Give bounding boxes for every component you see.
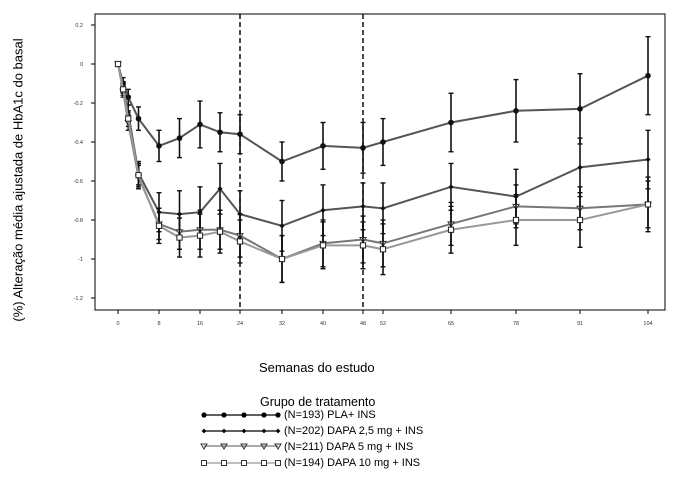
x-tick-label: 52 [380, 321, 386, 327]
data-point [359, 242, 367, 249]
legend-entry: (N=211) DAPA 5 mg + INS [200, 440, 540, 454]
y-tick-label: -0.2 [74, 101, 83, 107]
legend-swatch-circle [201, 412, 281, 418]
data-point [380, 139, 386, 145]
data-point [114, 60, 122, 68]
data-point [644, 201, 652, 208]
legend-entry: (N=202) DAPA 2,5 mg + INS [200, 424, 540, 438]
data-point [380, 205, 386, 211]
data-point [156, 143, 162, 149]
legend-label: (N=194) DAPA 10 mg + INS [284, 457, 421, 469]
data-point [236, 238, 244, 245]
y-tick-label: -0.8 [74, 218, 83, 224]
y-tick-label: 0 [80, 62, 83, 68]
data-point [512, 216, 520, 224]
x-tick-label: 8 [157, 321, 160, 327]
y-tick-label: -0.4 [74, 140, 83, 146]
data-point [645, 72, 651, 79]
data-point [577, 106, 583, 112]
x-tick-label: 16 [197, 321, 203, 327]
legend-swatch-square [201, 460, 281, 466]
legend-label: (N=211) DAPA 5 mg + INS [284, 441, 414, 453]
x-tick-label: 0 [116, 321, 119, 327]
y-tick-label: 0.2 [75, 23, 83, 29]
data-point [448, 119, 454, 126]
legend-label: (N=193) PLA+ INS [284, 409, 376, 421]
data-point [176, 234, 183, 241]
data-point [216, 228, 224, 235]
data-point [237, 131, 243, 137]
x-axis-label: Semanas do estudo [259, 360, 375, 375]
data-point [125, 94, 132, 100]
data-point [279, 158, 285, 165]
data-point [120, 86, 127, 93]
legend-label: (N=202) DAPA 2,5 mg + INS [284, 425, 424, 437]
x-tick-label: 40 [320, 321, 326, 327]
data-point [320, 207, 326, 213]
y-tick-label: -1.2 [74, 296, 83, 302]
data-point [217, 129, 223, 136]
data-point [448, 184, 454, 190]
data-point [360, 145, 366, 151]
data-point [278, 255, 286, 263]
x-tick-label: 65 [448, 321, 454, 327]
data-point [379, 246, 387, 253]
data-point [577, 164, 583, 170]
data-point [360, 203, 366, 209]
x-tick-label: 91 [577, 321, 583, 327]
data-point [513, 108, 519, 114]
data-point [320, 143, 326, 149]
legend-entry: (N=193) PLA+ INS [200, 408, 540, 422]
x-tick-label: 104 [643, 321, 652, 327]
y-tick-label: -1 [78, 257, 83, 263]
data-point [217, 186, 223, 192]
x-tick-label: 32 [279, 321, 285, 327]
data-point [576, 216, 584, 224]
x-tick-label: 48 [360, 321, 366, 327]
data-point [125, 115, 132, 122]
data-point [279, 223, 285, 229]
data-point [135, 172, 142, 179]
data-point [155, 222, 163, 229]
data-point [319, 242, 327, 249]
data-point [197, 121, 203, 128]
data-point [196, 232, 204, 239]
data-point [135, 115, 142, 122]
data-point [447, 226, 455, 233]
y-axis-label: (%) Alteração média ajustada de HbA1c do… [10, 38, 26, 322]
legend-swatch-triangle [200, 443, 282, 450]
legend-swatch-diamond [201, 428, 281, 434]
y-axis-label-box: (%) Alteração média ajustada de HbA1c do… [4, 38, 32, 322]
legend-title: Grupo de tratamento [260, 395, 376, 409]
x-tick-label: 24 [237, 321, 243, 327]
legend-entry: (N=194) DAPA 10 mg + INS [200, 456, 540, 470]
x-tick-label: 78 [513, 321, 519, 327]
data-point [645, 156, 651, 163]
y-tick-label: -0.6 [74, 179, 83, 185]
data-point [176, 135, 183, 141]
plot-frame [94, 13, 666, 311]
plot-area: 0.2 0 -0.2 -0.4 -0.6 -0.8 -1 -1.2 0 8 16 24 32 40 48 52… [74, 13, 666, 327]
